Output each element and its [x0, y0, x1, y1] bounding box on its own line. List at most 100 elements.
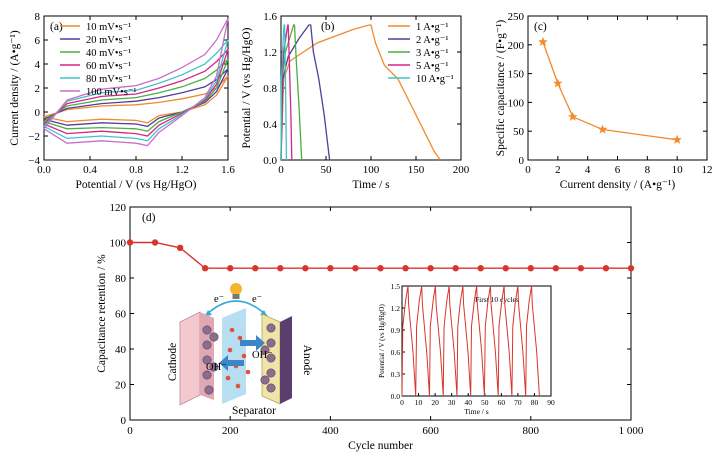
capacitance-point	[553, 78, 563, 88]
active-material-particle	[266, 338, 276, 348]
active-material-particle	[260, 375, 270, 385]
inset-annotation: First 10 cycles	[475, 295, 519, 304]
y-axis-label: Specific capacitance / (F•g⁻¹)	[495, 20, 507, 157]
y-tick-label: 1.6	[263, 11, 277, 23]
cv-curve-series-3	[43, 58, 229, 132]
ion-dot	[229, 327, 235, 333]
retention-point	[252, 265, 259, 272]
x-tick-label: 8	[645, 164, 651, 176]
retention-point	[377, 265, 384, 272]
legend-label: 10 A•g⁻¹	[416, 74, 454, 85]
y-tick-label: 0	[519, 155, 525, 167]
y-tick-label: 4	[35, 59, 41, 71]
legend-label: 1 A•g⁻¹	[416, 22, 449, 33]
panel-label: (c)	[534, 21, 547, 33]
retention-point	[126, 239, 134, 246]
x-tick-label: 50	[321, 164, 333, 176]
x-axis-label: Cycle number	[348, 440, 413, 452]
ion-flow-arrow-right	[240, 335, 265, 351]
y-tick-label: 100	[508, 97, 525, 109]
x-tick-label: 1.2	[175, 164, 189, 176]
panel-d-axes: 0 20 40 60 80 100 120 Cycle number Capacitance r…	[96, 202, 632, 452]
hydroxide-label-right: OH⁻	[252, 350, 273, 361]
x-tick-label: 100	[363, 164, 380, 176]
inset-y-tick-label: 1.2	[391, 304, 401, 313]
x-tick-label: 600	[422, 425, 439, 437]
x-tick-label: 800	[523, 425, 540, 437]
ion-dot	[237, 335, 243, 341]
cv-curve-series-4	[43, 49, 229, 137]
legend-label: 20 mV•s⁻¹	[86, 35, 131, 46]
retention-point	[602, 265, 610, 272]
y-tick-label: −2	[28, 131, 40, 143]
active-material-particle	[202, 355, 212, 365]
y-tick-label: 0.8	[263, 83, 277, 95]
gcd-curve-series-5	[280, 24, 288, 161]
y-tick-label: 150	[508, 69, 525, 81]
cv-curve-series-2	[43, 68, 229, 128]
y-tick-label: 0.0	[263, 155, 277, 167]
y-tick-label: 60	[115, 309, 127, 321]
active-material-particle	[260, 345, 270, 355]
ion-dot	[225, 375, 231, 381]
x-tick-label: 2	[555, 164, 561, 176]
inset-x-tick-label: 50	[481, 398, 489, 407]
anode-label: Anode	[301, 345, 313, 376]
x-axis-label: Potential / V (vs Hg/HgO)	[76, 179, 197, 191]
ion-dot	[245, 369, 251, 375]
active-material-particle	[209, 332, 219, 342]
inset-x-tick-label: 60	[498, 398, 506, 407]
x-tick-label: 0	[127, 425, 133, 437]
y-tick-label: −4	[28, 155, 40, 167]
y-tick-label: 2	[35, 83, 41, 95]
ion-dot	[241, 353, 247, 359]
legend-label: 3 A•g⁻¹	[416, 48, 449, 59]
retention-point	[277, 265, 284, 272]
inset-gcd-chart: 0 10 20 30 40 50 60 70 80 90 0.0 0.3 0.6 0.9 1.2 1.5 Tim…	[378, 282, 555, 416]
y-tick-label: 20	[115, 380, 127, 392]
inset-x-tick-label: 80	[531, 398, 539, 407]
retention-point	[327, 265, 334, 272]
inset-x-tick-label: 30	[448, 398, 456, 407]
active-material-particle	[202, 370, 212, 380]
active-material-particle	[202, 325, 212, 335]
y-tick-label: 100	[110, 238, 127, 250]
active-material-particle	[209, 362, 219, 372]
x-tick-label: 1 000	[619, 425, 644, 437]
y-tick-label: 1.2	[263, 47, 277, 59]
inset-x-axis-label: Time / s	[464, 407, 488, 416]
active-material-particle	[266, 383, 276, 393]
x-tick-label: 0.0	[37, 164, 51, 176]
y-tick-label: 120	[110, 202, 127, 214]
capacitance-point	[672, 134, 682, 144]
retention-point	[427, 265, 434, 272]
electron-label-left: e⁻	[214, 294, 224, 305]
inset-x-tick-label: 20	[431, 398, 439, 407]
capacitance-point	[568, 111, 578, 121]
inset-x-tick-label: 90	[547, 398, 555, 407]
gcd-curve-series-1	[280, 24, 441, 161]
y-tick-label: 50	[513, 126, 525, 138]
retention-point	[352, 265, 359, 272]
x-tick-label: 150	[408, 164, 425, 176]
retention-point	[402, 265, 409, 272]
inset-y-tick-label: 0.6	[391, 348, 401, 357]
y-axis-label: Potential / V (vs Hg/HgO)	[241, 27, 253, 148]
y-axis-label: Capacitance retention / %	[96, 254, 108, 373]
inset-x-tick-label: 40	[464, 398, 472, 407]
x-axis-label: Time / s	[352, 179, 390, 191]
capacitance-line	[542, 41, 678, 141]
cv-curve-series-5	[43, 39, 229, 142]
active-material-particle	[266, 323, 276, 333]
inset-x-tick-label: 70	[514, 398, 522, 407]
panel-label: (a)	[50, 21, 63, 33]
bulb-base	[232, 294, 240, 299]
y-tick-label: 8	[35, 11, 41, 23]
panel-a-axes: 0.0 0.4 0.8 1.2 1.6 −4 −2 0 2 4 6 8 Potential / V (v…	[9, 11, 235, 191]
inset-y-tick-label: 1.5	[391, 282, 401, 291]
x-tick-label: 0	[525, 164, 531, 176]
ion-dot	[235, 383, 241, 389]
x-tick-label: 200	[453, 164, 470, 176]
x-tick-label: 1.6	[221, 164, 235, 176]
capacitance-point	[597, 124, 608, 134]
